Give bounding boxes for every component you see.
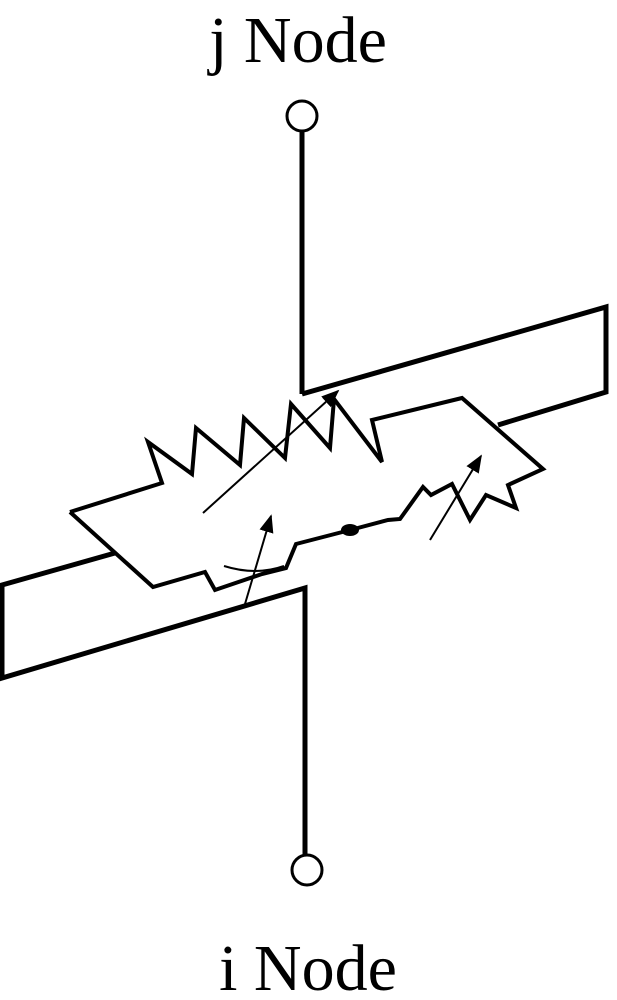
side-spring-arrow [429,454,482,541]
j-node-circle [285,99,319,133]
i-node-circle [290,853,324,887]
pivot-dot [341,524,359,536]
lower-plate [0,550,308,855]
j-node-label: j Node [207,4,387,77]
upper-plate [301,303,609,428]
main-spring-arrow [202,389,340,514]
i-node-label: i Node [219,932,397,1000]
shear-spring-outline [68,393,547,593]
rotational-spring-arrow [244,514,274,605]
